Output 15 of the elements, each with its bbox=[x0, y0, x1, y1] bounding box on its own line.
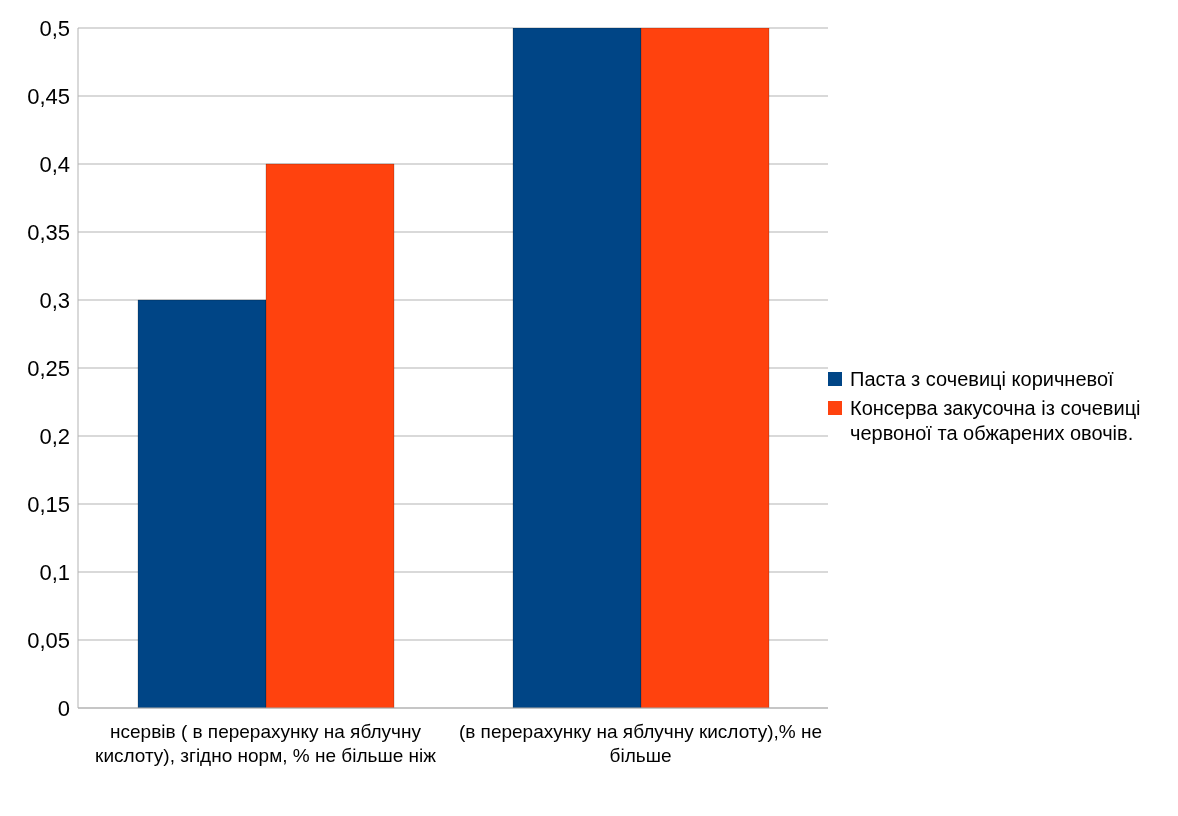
y-tick-label: 0,05 bbox=[27, 627, 70, 653]
y-tick-label: 0,3 bbox=[39, 287, 70, 313]
y-tick-label: 0,2 bbox=[39, 423, 70, 449]
y-tick-label: 0,15 bbox=[27, 491, 70, 517]
y-tick-label: 0 bbox=[57, 695, 70, 721]
legend-label: Консерва закусочна із сочевиці червоної та обжарених овочів. bbox=[850, 395, 1142, 446]
y-tick-label: 0,45 bbox=[27, 83, 70, 109]
y-tick-label: 0,35 bbox=[27, 219, 70, 245]
x-tick-label: нсервів ( в перерахунку на яблучну кислоту), згідно норм, % не більше ніж bbox=[95, 721, 437, 766]
y-tick-label: 0,25 bbox=[27, 355, 70, 381]
x-tick-label: (в перерахунку на яблучну кислоту),% не більше bbox=[458, 721, 823, 766]
y-tick-label: 0,4 bbox=[39, 151, 70, 177]
y-tick-label: 0,1 bbox=[39, 559, 70, 585]
y-tick-label: 0,5 bbox=[39, 15, 70, 41]
legend-label: Паста з сочевиці коричневої bbox=[850, 366, 1114, 392]
